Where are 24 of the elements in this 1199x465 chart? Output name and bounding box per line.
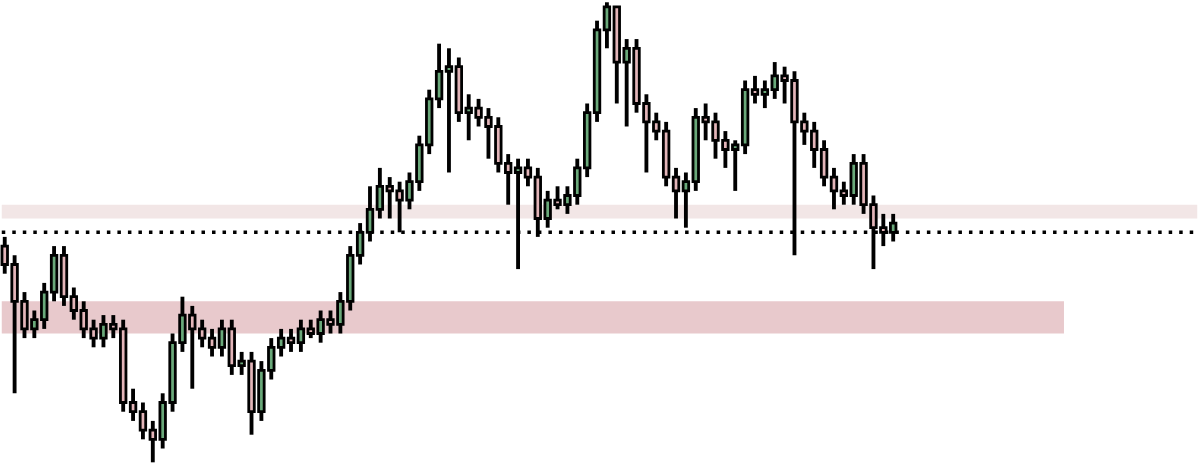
candlestick	[69, 287, 78, 320]
candlestick	[829, 166, 839, 210]
candlestick	[760, 80, 770, 109]
candlestick	[276, 327, 286, 357]
candlestick	[148, 419, 157, 463]
candlestick	[750, 74, 760, 104]
candlestick	[286, 327, 296, 353]
candlestick	[198, 319, 207, 348]
candlestick	[523, 158, 533, 187]
candlestick	[602, 2, 612, 49]
candlestick	[681, 172, 691, 228]
candlestick	[128, 388, 138, 422]
candlestick	[513, 158, 523, 270]
candlestick	[504, 154, 513, 205]
candlestick	[375, 166, 385, 219]
candlestick	[444, 48, 454, 173]
candlestick	[365, 186, 375, 242]
candlestick	[296, 319, 306, 353]
candlestick	[839, 181, 848, 205]
candlestick	[671, 166, 681, 219]
candlestick	[207, 327, 217, 357]
candlestick	[138, 402, 148, 440]
candlestick	[217, 319, 227, 357]
candlestick	[355, 223, 365, 265]
